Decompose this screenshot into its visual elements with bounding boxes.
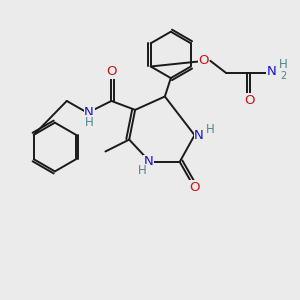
Text: H: H <box>206 123 214 136</box>
Text: H: H <box>278 58 287 71</box>
Text: O: O <box>244 94 255 107</box>
Text: H: H <box>138 164 147 177</box>
Text: O: O <box>198 54 209 67</box>
Text: O: O <box>189 181 200 194</box>
Text: O: O <box>106 65 117 78</box>
Text: H: H <box>85 116 93 129</box>
Text: 2: 2 <box>280 71 287 81</box>
Text: N: N <box>194 129 204 142</box>
Text: N: N <box>267 65 277 78</box>
Text: N: N <box>144 155 153 168</box>
Text: N: N <box>84 106 94 119</box>
